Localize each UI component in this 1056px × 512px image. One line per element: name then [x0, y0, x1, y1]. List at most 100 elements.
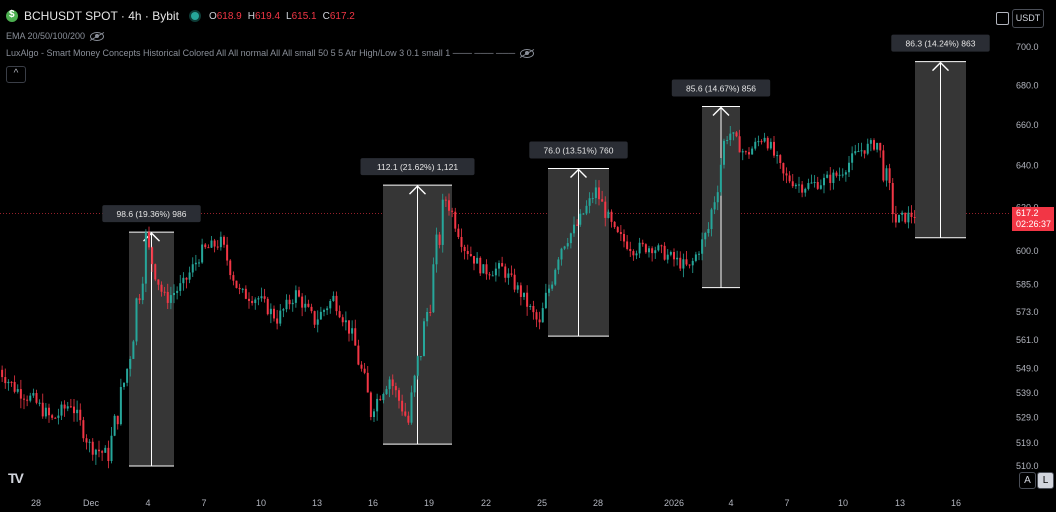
candle-body — [651, 248, 654, 254]
candle-body — [407, 415, 410, 423]
candle-body — [629, 248, 632, 252]
candle-body — [566, 243, 569, 247]
candle-body — [444, 199, 447, 201]
candle-body — [751, 148, 754, 155]
candle-body — [269, 308, 272, 315]
measure-label-bg — [102, 205, 201, 223]
candle-body — [510, 273, 513, 275]
candle-body — [610, 211, 613, 222]
time-tick-label: 22 — [481, 498, 491, 508]
auto-scale-button[interactable]: A — [1019, 472, 1036, 489]
candle-body — [598, 187, 600, 200]
candle-body — [66, 406, 69, 409]
candle-body — [126, 368, 129, 383]
eye-hidden-icon[interactable] — [520, 48, 535, 58]
candle-body — [763, 137, 766, 142]
candle-body — [569, 233, 572, 244]
candle-body — [851, 153, 854, 163]
candle-body — [301, 296, 304, 308]
measure-arrow-head — [932, 61, 949, 72]
candle-body — [732, 132, 735, 134]
candle-body — [69, 406, 72, 408]
time-tick-label: 2026 — [664, 498, 684, 508]
collapse-indicators-button[interactable]: ^ — [6, 66, 26, 83]
price-tick-label: 529.0 — [1016, 413, 1039, 423]
fullscreen-icon[interactable] — [996, 12, 1009, 25]
candle-body — [219, 236, 222, 248]
candle-body — [738, 136, 741, 153]
candle-body — [416, 356, 419, 376]
candle-body — [794, 184, 797, 187]
candle-body — [173, 292, 175, 296]
candle-body — [335, 295, 338, 312]
candle-body — [879, 142, 882, 151]
candle-body — [823, 177, 825, 186]
candle-body — [157, 279, 160, 285]
candle-body — [251, 300, 254, 304]
candle-body — [229, 260, 232, 276]
candle-body — [148, 232, 150, 248]
candle-body — [398, 390, 400, 401]
candle-body — [541, 308, 544, 323]
candle-body — [866, 143, 869, 154]
candle-body — [754, 141, 757, 149]
indicator-ema[interactable]: EMA 20/50/100/200 — [6, 31, 105, 41]
time-tick-label: 7 — [784, 498, 789, 508]
ohlc-high-value: 619.4 — [254, 10, 281, 22]
candle-body — [673, 252, 675, 260]
measure-label-bg — [529, 141, 628, 159]
candle-body — [338, 311, 341, 318]
measure-label: 85.6 (14.67%) 856 — [686, 84, 756, 94]
measure-arrow-head — [570, 168, 587, 178]
eye-hidden-icon[interactable] — [90, 31, 105, 41]
time-tick-label: 28 — [31, 498, 41, 508]
ohlc-open-label: O — [208, 10, 217, 22]
candle-body — [204, 244, 207, 248]
candle-body — [91, 441, 94, 455]
candle-body — [588, 198, 591, 206]
candle-body — [448, 200, 450, 211]
candle-body — [85, 438, 88, 443]
candle-body — [616, 227, 619, 233]
measure-label-bg — [360, 158, 475, 176]
candle-body — [657, 245, 660, 251]
candle-body — [241, 288, 244, 290]
candle-body — [151, 247, 154, 265]
measure-label: 112.1 (21.62%) 1,121 — [377, 162, 458, 172]
candle-body — [719, 164, 722, 193]
candle-body — [485, 264, 488, 275]
candle-body — [788, 175, 791, 182]
candle-body — [810, 182, 813, 184]
candle-body — [307, 303, 310, 307]
candle-body — [694, 254, 697, 261]
candle-body — [641, 242, 644, 245]
candle-body — [138, 298, 141, 301]
price-tick-label: 519.0 — [1016, 438, 1039, 448]
tradingview-logo[interactable]: TV — [8, 470, 24, 486]
candle-body — [604, 201, 607, 218]
time-tick-label: 13 — [895, 498, 905, 508]
time-tick-label: 7 — [201, 498, 206, 508]
candle-body — [94, 449, 97, 455]
candle-body — [373, 411, 375, 418]
candle-body — [519, 285, 522, 297]
candle-body — [710, 209, 713, 230]
candle-body — [807, 183, 810, 189]
candle-body — [660, 245, 663, 247]
symbol-title[interactable]: BCHUSDT SPOT · 4h · Bybit — [24, 9, 179, 23]
candle-body — [323, 310, 325, 312]
candle-body — [501, 263, 504, 267]
candle-body — [585, 205, 588, 214]
candle-body — [769, 141, 772, 149]
log-scale-button[interactable]: L — [1037, 472, 1054, 489]
measure-label: 86.3 (14.24%) 863 — [906, 39, 976, 49]
candle-body — [129, 358, 132, 369]
candle-body — [26, 399, 29, 401]
price-tick-label: 510.0 — [1016, 461, 1039, 471]
candle-body — [554, 269, 557, 285]
candle-body — [860, 150, 863, 152]
indicator-luxalgo[interactable]: LuxAlgo - Smart Money Concepts Historica… — [6, 48, 535, 58]
candle-body — [669, 252, 672, 255]
currency-button[interactable]: USDT — [1012, 9, 1044, 28]
